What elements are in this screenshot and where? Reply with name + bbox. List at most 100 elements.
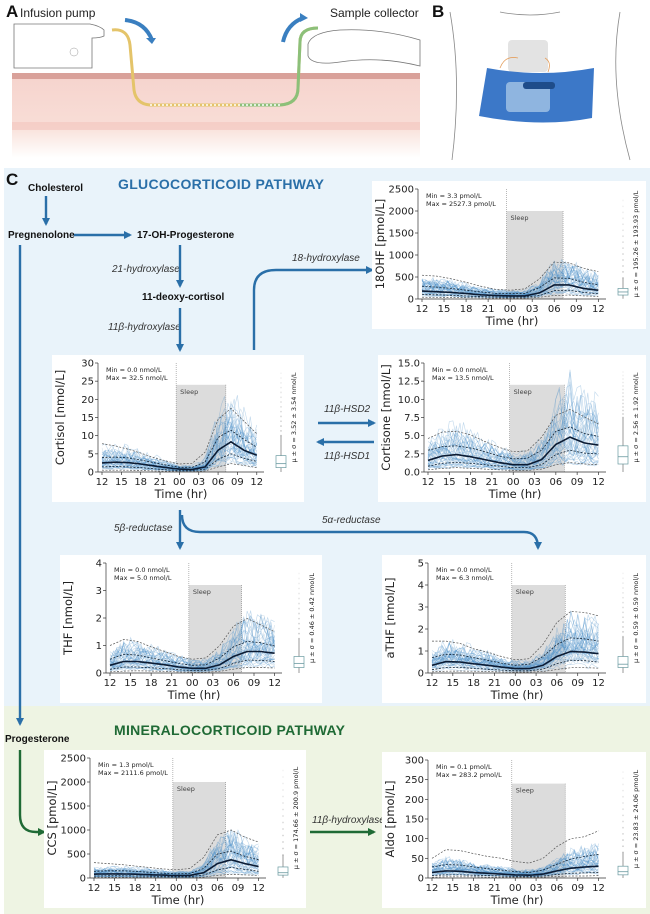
box-outlier bbox=[622, 795, 624, 798]
percentile-upper-line bbox=[101, 407, 258, 465]
x-axis-label: Time (hr) bbox=[151, 893, 205, 907]
box-outlier bbox=[622, 626, 624, 628]
trace-line bbox=[427, 409, 599, 465]
trace-line bbox=[93, 829, 259, 875]
box-outlier bbox=[622, 265, 624, 267]
box-outlier bbox=[298, 582, 300, 585]
trace-line bbox=[109, 655, 275, 672]
box-outlier bbox=[622, 409, 624, 412]
x-tick-label: 18 bbox=[145, 678, 158, 689]
box-outlier bbox=[280, 429, 282, 432]
y-tick-label: 0 bbox=[418, 669, 424, 680]
trace-line bbox=[421, 264, 599, 296]
trace-line bbox=[431, 614, 599, 668]
trace-line bbox=[427, 371, 599, 461]
flow-arrow-in-head bbox=[146, 38, 156, 44]
x-tick-label: 09 bbox=[571, 883, 584, 894]
box-outlier bbox=[282, 815, 284, 817]
trace-line bbox=[109, 614, 275, 666]
chart-thf: Sleep 0 1 2 3 4 12 15 18 21 00 03 06 09 12 Time (hr) THF… bbox=[60, 555, 322, 703]
y-tick-label: 100 bbox=[405, 834, 424, 845]
trace-line bbox=[427, 392, 599, 463]
trace-line bbox=[427, 395, 599, 464]
box-iqr bbox=[617, 865, 629, 876]
sleep-band bbox=[511, 585, 566, 673]
x-tick-label: 06 bbox=[212, 477, 225, 488]
percentile-lower-line bbox=[102, 463, 257, 472]
y-tick-label: 0 bbox=[408, 295, 414, 306]
y-tick-label: 2 bbox=[418, 625, 424, 636]
x-tick-label: 00 bbox=[170, 883, 183, 894]
median-line bbox=[93, 858, 259, 877]
box-outlier bbox=[282, 776, 284, 778]
chart-cortisone: Sleep 0.0 2.5 5.0 7.5 10.0 12.5 15.0 12 15 18 21 00 0… bbox=[378, 355, 646, 502]
y-tick-label: 1 bbox=[96, 641, 102, 652]
box-outlier bbox=[622, 777, 624, 780]
box-outlier bbox=[622, 616, 624, 619]
y-axis-label: aTHF [nmol/L] bbox=[383, 578, 397, 659]
box-outlier bbox=[622, 606, 624, 609]
trace-line bbox=[93, 828, 259, 875]
x-tick-label: 03 bbox=[528, 477, 541, 488]
box-outlier bbox=[282, 828, 284, 830]
trace-line bbox=[427, 449, 599, 470]
trace-line bbox=[431, 859, 599, 876]
mineralocorticoid-pathway-title: MINERALOCORTICOID PATHWAY bbox=[114, 722, 346, 738]
box-outlier bbox=[280, 372, 282, 375]
trace-line bbox=[431, 847, 599, 874]
trace-line bbox=[431, 853, 599, 875]
y-tick-label: 25 bbox=[81, 377, 94, 388]
chart-cortisol: Sleep 0 5 10 15 20 25 30 12 15 18 21 00 03 06 09 12 Time … bbox=[52, 355, 304, 502]
trace-line bbox=[427, 423, 599, 467]
trace-line bbox=[431, 613, 599, 665]
box-outlier bbox=[622, 621, 624, 623]
x-tick-label: 03 bbox=[526, 304, 539, 315]
box-outlier bbox=[622, 211, 624, 214]
x-tick-label: 21 bbox=[149, 883, 162, 894]
box-outlier bbox=[622, 802, 624, 804]
y-tick-label: 500 bbox=[67, 850, 86, 861]
trace-line bbox=[101, 456, 257, 472]
sleep-label: Sleep bbox=[180, 388, 198, 396]
min-annotation: Min = 0.1 pmol/L bbox=[436, 763, 492, 771]
y-tick-label: 15.0 bbox=[398, 359, 420, 370]
trace-line bbox=[431, 627, 599, 669]
box-outlier bbox=[282, 821, 284, 824]
box-outlier bbox=[622, 235, 624, 238]
box-outlier bbox=[282, 782, 284, 785]
percentile-lower-line bbox=[421, 294, 599, 299]
x-tick-label: 03 bbox=[206, 678, 219, 689]
trace-line bbox=[93, 833, 259, 876]
y-axis-label: THF [nmol/L] bbox=[61, 581, 75, 656]
y-tick-label: 250 bbox=[405, 775, 424, 786]
percentile-upper-line bbox=[109, 618, 275, 660]
box-outlier bbox=[298, 617, 300, 620]
sleep-band bbox=[509, 384, 565, 472]
box-outlier bbox=[622, 378, 624, 380]
x-tick-label: 12 bbox=[250, 477, 263, 488]
box-outlier bbox=[622, 402, 624, 405]
percentile-lower-line bbox=[427, 462, 599, 471]
glucocorticoid-pathway-title: GLUCOCORTICOID PATHWAY bbox=[118, 176, 325, 192]
x-tick-label: 15 bbox=[115, 477, 128, 488]
trace-line bbox=[427, 447, 599, 470]
min-annotation: Min = 0.0 nmol/L bbox=[106, 366, 162, 374]
box-outlier bbox=[298, 602, 300, 605]
box-outlier bbox=[280, 396, 282, 399]
percentile-upper-line bbox=[427, 409, 599, 453]
box-outlier bbox=[282, 802, 284, 804]
outflow-tube bbox=[240, 26, 319, 107]
panel-c-letter: C bbox=[6, 170, 19, 189]
box-outlier bbox=[280, 377, 282, 379]
trace-line bbox=[431, 863, 599, 877]
x-tick-label: 09 bbox=[571, 678, 584, 689]
trace-line bbox=[431, 656, 599, 672]
box-iqr bbox=[275, 455, 287, 468]
trace-line bbox=[431, 616, 599, 668]
y-tick-label: 0 bbox=[418, 874, 424, 885]
trace-line bbox=[101, 434, 258, 471]
trace-line bbox=[109, 614, 275, 666]
trace-line bbox=[421, 261, 599, 296]
x-tick-label: 00 bbox=[504, 304, 517, 315]
trace-line bbox=[431, 845, 599, 875]
